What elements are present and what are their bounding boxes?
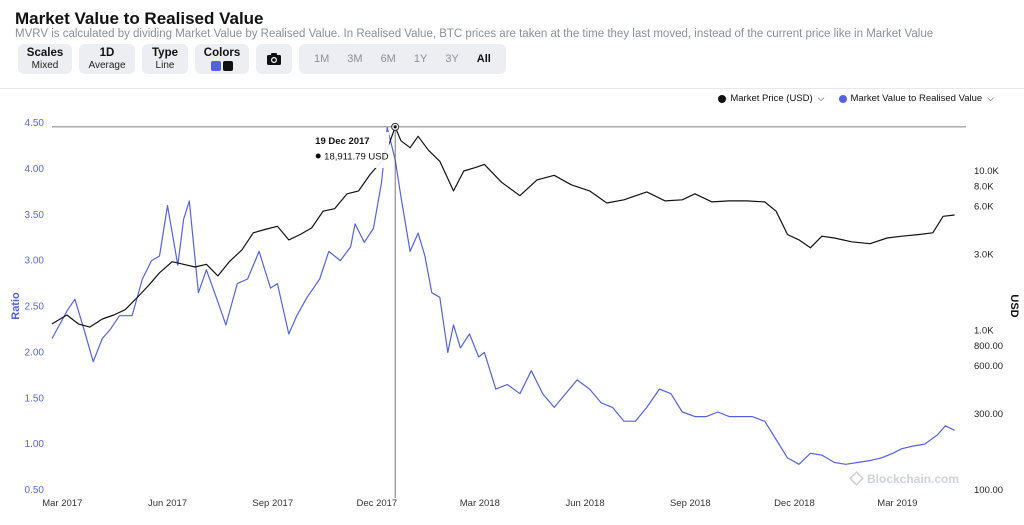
legend-item-price[interactable]: Market Price (USD) ⌵ <box>718 93 825 104</box>
series-line-mvrv <box>51 126 955 465</box>
x-tick-label: Mar 2018 <box>460 498 500 509</box>
screenshot-button[interactable] <box>256 44 292 74</box>
legend-item-mvrv[interactable]: Market Value to Realised Value ⌵ <box>838 93 994 104</box>
range-button-3y[interactable]: 3Y <box>445 53 459 65</box>
watermark-text: Blockchain.com <box>867 472 959 486</box>
x-tick-label: Jun 2018 <box>566 498 605 509</box>
y-right-tick-label: 10.0K <box>974 166 999 177</box>
page-title: Market Value to Realised Value <box>15 9 264 28</box>
scales-label: Scales <box>26 46 64 59</box>
chevron-down-icon: ⌵ <box>817 93 825 103</box>
color-swatch-price[interactable] <box>223 61 233 71</box>
y-right-tick-label: 100.00 <box>974 485 1003 496</box>
y-left-tick-label: 4.50 <box>25 118 45 129</box>
color-swatch-mvrv[interactable] <box>211 61 221 71</box>
color-swatches <box>211 61 233 71</box>
legend-dot-price <box>718 94 727 103</box>
interval-value: Average <box>88 59 126 71</box>
scales-value: Mixed <box>31 59 59 71</box>
scales-button[interactable]: Scales Mixed <box>18 44 72 74</box>
tooltip-box <box>309 132 390 168</box>
x-tick-label: Sep 2018 <box>670 498 711 509</box>
highlight-marker-dot <box>393 125 397 129</box>
y-right-tick-label: 8.0K <box>974 181 994 192</box>
tooltip-dot <box>315 153 321 159</box>
y-right-tick-label: 300.00 <box>974 409 1003 420</box>
range-selector: 1M 3M 6M 1Y 3Y All <box>299 44 506 74</box>
range-button-all[interactable]: All <box>476 53 491 65</box>
y-right-tick-label: 600.00 <box>974 361 1003 372</box>
x-tick-label: Jun 2017 <box>148 498 187 509</box>
type-value: Line <box>155 59 175 71</box>
y-right-tick-label: 1.0K <box>974 326 994 337</box>
y-left-tick-label: 3.00 <box>25 256 45 267</box>
range-button-6m[interactable]: 6M <box>380 53 396 65</box>
range-button-1m[interactable]: 1M <box>314 53 330 65</box>
colors-button[interactable]: Colors <box>195 44 249 74</box>
watermark: Blockchain.com <box>849 471 959 486</box>
legend-label-mvrv: Market Value to Realised Value <box>850 93 983 104</box>
y-left-tick-label: 3.50 <box>25 210 45 221</box>
legend-label-price: Market Price (USD) <box>730 93 813 104</box>
chart-legend: Market Price (USD) ⌵ Market Value to Rea… <box>718 93 994 104</box>
y-left-tick-label: 2.00 <box>25 347 45 358</box>
x-tick-label: Dec 2017 <box>357 498 398 509</box>
colors-label: Colors <box>203 47 241 59</box>
series-line-price <box>51 126 955 328</box>
y-left-tick-label: 1.50 <box>25 393 45 404</box>
y-left-tick-label: 1.00 <box>25 439 45 450</box>
y-right-axis-title: USD <box>1008 294 1020 317</box>
type-label: Type <box>152 46 178 59</box>
x-tick-label: Mar 2017 <box>42 498 82 509</box>
type-button[interactable]: Type Line <box>142 44 188 74</box>
y-right-tick-label: 3.0K <box>974 249 994 260</box>
page-subtitle: MVRV is calculated by dividing Market Va… <box>15 28 934 40</box>
chevron-down-icon: ⌵ <box>987 93 994 103</box>
blockchain-logo-icon <box>849 471 864 486</box>
x-tick-label: Sep 2017 <box>252 498 293 509</box>
x-tick-label: Dec 2018 <box>774 498 815 509</box>
y-left-axis-title: Ratio <box>10 292 22 320</box>
chart-toolbar: Scales Mixed 1D Average Type Line Colors… <box>18 44 506 74</box>
y-left-tick-label: 2.50 <box>25 302 45 313</box>
y-right-tick-label: 800.00 <box>974 341 1003 352</box>
range-button-1y[interactable]: 1Y <box>413 53 428 65</box>
y-left-tick-label: 4.00 <box>25 164 45 175</box>
y-right-tick-label: 6.0K <box>974 201 994 212</box>
range-button-3m[interactable]: 3M <box>347 53 363 65</box>
tooltip-date: 19 Dec 2017 <box>315 136 369 147</box>
x-tick-label: Mar 2019 <box>877 498 917 509</box>
interval-button[interactable]: 1D Average <box>79 44 135 74</box>
camera-icon <box>267 53 281 65</box>
legend-dot-mvrv <box>838 94 847 103</box>
interval-label: 1D <box>99 46 115 59</box>
header-divider <box>0 88 1024 89</box>
y-left-tick-label: 0.50 <box>25 485 45 496</box>
tooltip-value: 18,911.79 USD <box>324 152 388 163</box>
